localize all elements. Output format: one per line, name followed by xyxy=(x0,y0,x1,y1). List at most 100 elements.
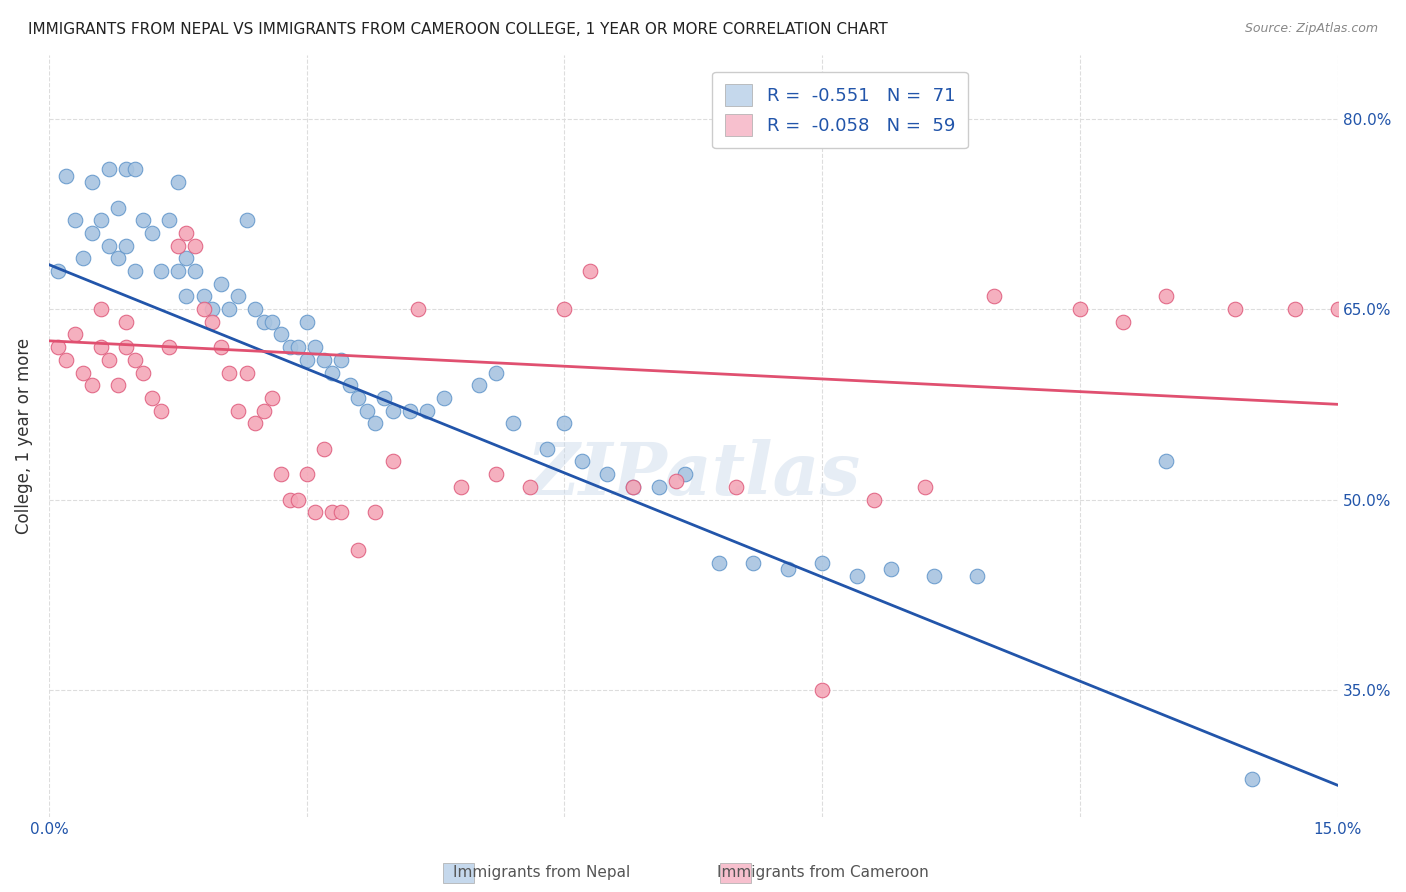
Point xyxy=(287,340,309,354)
Point xyxy=(80,378,103,392)
Point xyxy=(321,366,343,380)
Point xyxy=(184,264,207,278)
Point xyxy=(201,302,224,317)
Point xyxy=(89,340,111,354)
Point xyxy=(107,201,129,215)
Point xyxy=(312,352,335,367)
Legend: R =  -0.551   N =  71, R =  -0.058   N =  59: R = -0.551 N = 71, R = -0.058 N = 59 xyxy=(713,71,967,148)
Point xyxy=(321,505,343,519)
Point xyxy=(304,505,326,519)
Point xyxy=(253,315,276,329)
Text: IMMIGRANTS FROM NEPAL VS IMMIGRANTS FROM CAMEROON COLLEGE, 1 YEAR OR MORE CORREL: IMMIGRANTS FROM NEPAL VS IMMIGRANTS FROM… xyxy=(28,22,887,37)
Point xyxy=(270,327,292,342)
Point xyxy=(80,226,103,240)
Point xyxy=(226,403,249,417)
Point xyxy=(707,556,730,570)
Point xyxy=(364,417,387,431)
Point xyxy=(107,378,129,392)
Point xyxy=(201,315,224,329)
Point xyxy=(63,213,86,227)
Point xyxy=(811,683,834,698)
Point xyxy=(166,175,188,189)
Point xyxy=(922,568,945,582)
Point xyxy=(166,264,188,278)
Point xyxy=(141,391,163,405)
Point xyxy=(1112,315,1135,329)
Point xyxy=(157,340,180,354)
Point xyxy=(157,213,180,227)
Point xyxy=(124,264,146,278)
Point xyxy=(776,562,799,576)
Point xyxy=(176,226,198,240)
Point xyxy=(339,378,361,392)
Point xyxy=(450,480,472,494)
Point xyxy=(115,162,138,177)
Point xyxy=(811,556,834,570)
Point xyxy=(72,366,94,380)
Point xyxy=(330,505,353,519)
Point xyxy=(621,480,644,494)
Point xyxy=(253,403,276,417)
Point xyxy=(226,289,249,303)
Point xyxy=(1154,454,1177,468)
Point xyxy=(295,467,318,482)
Point xyxy=(166,238,188,252)
Point xyxy=(983,289,1005,303)
Point xyxy=(262,315,284,329)
Point xyxy=(141,226,163,240)
Point xyxy=(176,252,198,266)
Point xyxy=(72,252,94,266)
Point xyxy=(519,480,541,494)
Point xyxy=(115,238,138,252)
Point xyxy=(742,556,765,570)
Point xyxy=(295,315,318,329)
Point xyxy=(433,391,456,405)
Text: Immigrants from Nepal: Immigrants from Nepal xyxy=(453,865,630,880)
Point xyxy=(1154,289,1177,303)
Point xyxy=(536,442,558,456)
Point xyxy=(373,391,395,405)
Point xyxy=(914,480,936,494)
Point xyxy=(665,474,688,488)
Point xyxy=(149,264,172,278)
Point xyxy=(408,302,430,317)
Text: Immigrants from Cameroon: Immigrants from Cameroon xyxy=(717,865,928,880)
Text: ZIPatlas: ZIPatlas xyxy=(526,439,860,509)
Point xyxy=(209,277,232,291)
Point xyxy=(966,568,988,582)
Point xyxy=(347,391,370,405)
Point xyxy=(184,238,207,252)
Point xyxy=(132,213,155,227)
Point xyxy=(862,492,884,507)
Point xyxy=(176,289,198,303)
Point xyxy=(356,403,378,417)
Point xyxy=(55,169,77,183)
Point xyxy=(295,352,318,367)
Point xyxy=(648,480,671,494)
Point xyxy=(124,352,146,367)
Point xyxy=(218,366,240,380)
Point xyxy=(880,562,903,576)
Text: Source: ZipAtlas.com: Source: ZipAtlas.com xyxy=(1244,22,1378,36)
Point xyxy=(621,480,644,494)
Point xyxy=(115,315,138,329)
Point xyxy=(235,366,257,380)
Point xyxy=(124,162,146,177)
Point xyxy=(1069,302,1091,317)
Point xyxy=(98,238,121,252)
Point xyxy=(553,302,575,317)
Point xyxy=(768,124,790,138)
Point xyxy=(107,252,129,266)
Point xyxy=(132,366,155,380)
Y-axis label: College, 1 year or more: College, 1 year or more xyxy=(15,338,32,534)
Point xyxy=(398,403,420,417)
Point xyxy=(287,492,309,507)
Point xyxy=(347,543,370,558)
Point xyxy=(673,467,696,482)
Point xyxy=(235,213,257,227)
Point xyxy=(270,467,292,482)
Point xyxy=(312,442,335,456)
Point xyxy=(55,352,77,367)
Point xyxy=(502,417,524,431)
Point xyxy=(571,454,593,468)
